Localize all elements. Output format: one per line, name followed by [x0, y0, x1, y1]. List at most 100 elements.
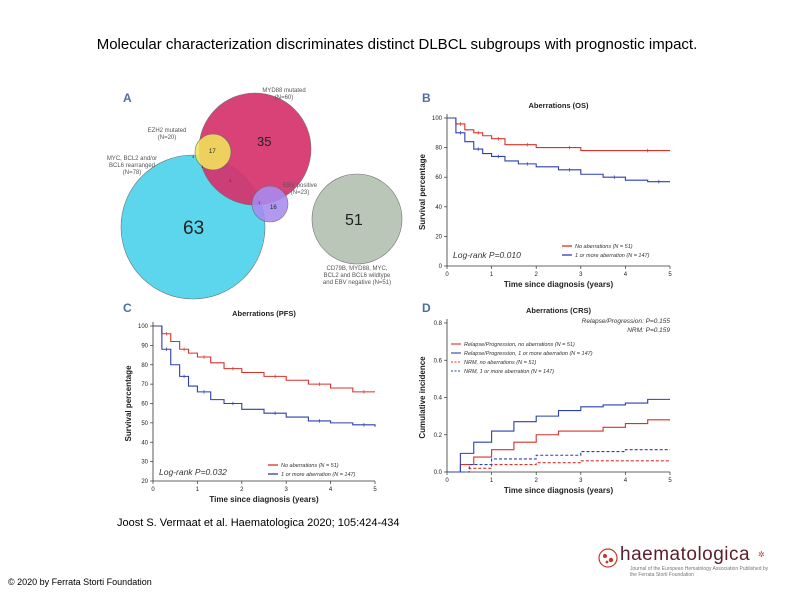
x-axis-label: Time since diagnosis (years) [209, 495, 319, 504]
legend-entry: 1 or more aberration (N = 147) [575, 253, 650, 259]
x-tick-label: 4 [624, 478, 628, 484]
legend-entry: No aberrations (N = 51) [281, 463, 339, 469]
x-tick-label: 3 [285, 487, 289, 493]
venn-label-line: BCL2 and BCL6 wildtype [324, 273, 391, 279]
count-ebv: 16 [270, 205, 277, 211]
panel-c: C Aberrations (PFS) 0 1 2 3 4 5 20 30 40 50 60 70 80 90… [123, 301, 377, 504]
x-tick-label: 5 [373, 487, 377, 493]
figure: A 35 17 63 16 51 4 1 1 1 MYD88 mutated(N… [107, 88, 673, 504]
logo-mark-icon [598, 548, 618, 568]
legend-entry: 1 or more aberration (N = 147) [281, 472, 356, 478]
legend-entry: No aberrations (N = 51) [575, 244, 633, 250]
x-tick-label: 5 [668, 272, 672, 278]
count-small: 1 [229, 178, 232, 183]
panel-letter: B [422, 91, 431, 105]
y-tick-label: 100 [432, 116, 443, 122]
legend-entry: NRM, no aberrations (N = 51) [464, 360, 536, 366]
panel-letter: D [422, 301, 431, 315]
y-axis-label: Survival percentage [418, 153, 427, 230]
series-line [153, 325, 375, 393]
y-tick-label: 30 [141, 460, 148, 466]
series-line [447, 117, 670, 152]
label-myd88: MYD88 mutated(N=60) [262, 88, 305, 101]
log-rank-annotation: Log-rank P=0.010 [453, 250, 521, 260]
label-ezh2: EZH2 mutated(N=20) [148, 128, 187, 141]
venn-label-line: (N=20) [158, 135, 177, 141]
count-ezh2: 17 [209, 149, 216, 155]
venn-label-line: CD79B, MYD88, MYC, [326, 266, 387, 272]
legend-entry: NRM, 1 or more aberration (N = 147) [464, 369, 554, 375]
count-small: 4 [192, 154, 195, 159]
panel-letter: C [123, 301, 132, 315]
y-tick-label: 0.8 [434, 321, 443, 327]
y-tick-label: 20 [141, 479, 148, 485]
journal-logo: haematologica Journal of the European He… [598, 544, 778, 580]
logo-text: haematologica [620, 544, 751, 565]
x-tick-label: 2 [535, 272, 539, 278]
logo-ornament-icon: ✲ [758, 550, 765, 559]
series-line [447, 460, 670, 473]
x-tick-label: 3 [579, 272, 583, 278]
y-axis-label: Cumulative incidence [418, 356, 427, 439]
x-tick-label: 2 [535, 478, 539, 484]
log-rank-annotation: Log-rank P=0.032 [159, 467, 227, 477]
y-tick-label: 90 [141, 343, 148, 349]
venn-circle-ebv [251, 185, 289, 223]
series-line [447, 398, 670, 473]
p-value-annotation: NRM: P=0.159 [627, 327, 670, 334]
x-tick-label: 4 [624, 272, 628, 278]
copyright: © 2020 by Ferrata Storti Foundation [8, 577, 152, 587]
y-axis-label: Survival percentage [124, 365, 133, 442]
y-tick-label: 20 [435, 234, 442, 240]
venn-label-line: (N=23) [291, 190, 310, 196]
x-tick-label: 2 [240, 487, 244, 493]
venn-label-line: EZH2 mutated [148, 128, 187, 134]
panel-a-letter: A [123, 91, 132, 105]
count-small: 1 [201, 164, 204, 169]
y-tick-label: 60 [435, 175, 442, 181]
venn-label-line: MYD88 mutated [262, 88, 305, 94]
y-tick-label: 50 [141, 421, 148, 427]
x-tick-label: 0 [445, 478, 449, 484]
venn-label-line: (N=78) [123, 170, 142, 176]
y-tick-label: 0.2 [434, 433, 443, 439]
x-axis-label: Time since diagnosis (years) [504, 280, 614, 289]
panel-b: B Aberrations (OS) 0 1 2 3 4 5 0 20 40 60 80 100 Time … [418, 91, 672, 289]
p-value-annotation: Relapse/Progression: P=0.155 [582, 318, 671, 325]
count-myd88: 35 [257, 134, 271, 149]
x-tick-label: 5 [668, 478, 672, 484]
venn-circle-wildtype [311, 173, 403, 265]
count-wildtype: 51 [345, 212, 363, 229]
series-line [447, 117, 670, 183]
x-axis-label: Time since diagnosis (years) [504, 486, 614, 495]
y-tick-label: 40 [141, 440, 148, 446]
label-ebv: EBV positive(N=23) [283, 183, 318, 196]
y-tick-label: 80 [435, 146, 442, 152]
series-line [153, 325, 376, 427]
legend-entry: Relapse/Progression, 1 or more aberratio… [464, 351, 593, 357]
x-tick-label: 4 [329, 487, 333, 493]
label-wildtype: CD79B, MYD88, MYC,BCL2 and BCL6 wildtype… [323, 266, 391, 286]
y-tick-label: 0.0 [434, 470, 443, 476]
venn-label-line: and EBV negative (N=51) [323, 280, 391, 286]
y-tick-label: 0 [439, 264, 443, 270]
x-tick-label: 3 [579, 478, 583, 484]
x-tick-label: 0 [445, 272, 449, 278]
y-tick-label: 70 [141, 382, 148, 388]
venn-label-line: BCL6 rearranged [109, 163, 155, 169]
y-tick-label: 100 [138, 324, 149, 330]
chart-title: Aberrations (CRS) [526, 306, 592, 315]
y-tick-label: 40 [435, 205, 442, 211]
venn-label-line: EBV positive [283, 183, 318, 189]
x-tick-label: 1 [196, 487, 200, 493]
venn-circle-ezh2 [194, 133, 232, 171]
count-rearranged: 63 [183, 218, 204, 239]
logo-subtitle: Journal of the European Hematology Assoc… [630, 566, 769, 578]
panel-a: A 35 17 63 16 51 4 1 1 1 MYD88 mutated(N… [107, 88, 403, 300]
y-tick-label: 0.4 [434, 396, 443, 402]
citation: Joost S. Vermaat et al. Haematologica 20… [117, 517, 400, 529]
panel-d: D Aberrations (CRS) 0 1 2 3 4 5 0.0 0.2 0.4 0.6 0.8 T… [418, 301, 672, 495]
venn-label-line: (N=60) [275, 95, 294, 101]
legend-entry: Relapse/Progression, no aberrations (N =… [464, 342, 575, 348]
